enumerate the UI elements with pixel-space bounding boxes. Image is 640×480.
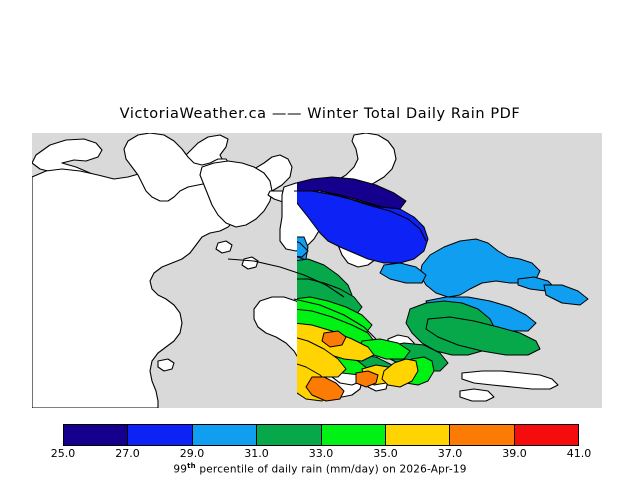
landmass-fleck-c [157,358,175,372]
contour-band-35-37-south-islet [381,358,419,388]
colorbar-segment-33-35[interactable] [321,425,386,445]
coastline-north-arc [294,190,427,242]
colorbar-tick-3: 31.0 [244,447,269,460]
contour-band-29-31-west-slivers [297,241,309,258]
colorbar-caption: 99th percentile of daily rain (mm/day) o… [0,462,640,476]
coastline-overlay-group [227,190,427,340]
colorbar-segment-37-39[interactable] [450,425,515,445]
contour-band-31-33-east [425,316,541,356]
contour-band-37-39-islet-a [355,370,379,388]
colorbar-segment-39-41[interactable] [514,425,578,445]
colorbar-segment-27-29[interactable] [128,425,193,445]
caption-superscript: th [187,462,196,470]
colorbar-tick-labels: 25.0 27.0 29.0 31.0 33.0 35.0 37.0 39.0 … [0,447,640,461]
colorbar-panel: 25.0 27.0 29.0 31.0 33.0 35.0 37.0 39.0 … [0,418,640,480]
contour-band-29-31-central-island [419,238,541,298]
colorbar-segment-35-37[interactable] [385,425,451,445]
contour-band-37-39-islet-c [321,330,347,348]
colorbar-tick-1: 27.0 [115,447,140,460]
colorbar-tick-5: 35.0 [373,447,398,460]
colorbar-tick-2: 29.0 [179,447,205,460]
contour-band-29-31-islet-b [543,284,589,306]
colorbar-strip[interactable] [63,424,579,446]
map-panel [32,133,602,408]
landmass-fleck-a [215,240,233,254]
colorbar-tick-7: 39.0 [502,447,527,460]
landmass-east-tail [461,370,559,390]
landmass-north-island-right [199,160,273,228]
caption-prefix: 99 [173,463,188,476]
contour-data-group [297,176,589,402]
contour-band-29-31-feather [379,262,427,284]
colorbar-tick-4: 33.0 [308,447,334,460]
colorbar-segment-25-27[interactable] [64,425,129,445]
colorbar-tick-0: 25.0 [50,447,76,460]
map-canvas [32,133,602,408]
landmass-fleck-b [241,256,259,270]
contour-band-37-39-left [305,376,345,402]
colorbar-segment-29-31[interactable] [192,425,258,445]
page-title: VictoriaWeather.ca —— Winter Total Daily… [119,106,521,122]
colorbar-tick-8: 41.0 [566,447,592,460]
colorbar-tick-6: 37.0 [437,447,463,460]
coastline-channel-a [227,258,345,298]
colorbar-segment-31-33[interactable] [257,425,322,445]
caption-suffix: percentile of daily rain (mm/day) on 202… [195,463,467,476]
coastline-channel-b [293,298,377,340]
landmass-east-tail-lower [459,388,495,402]
